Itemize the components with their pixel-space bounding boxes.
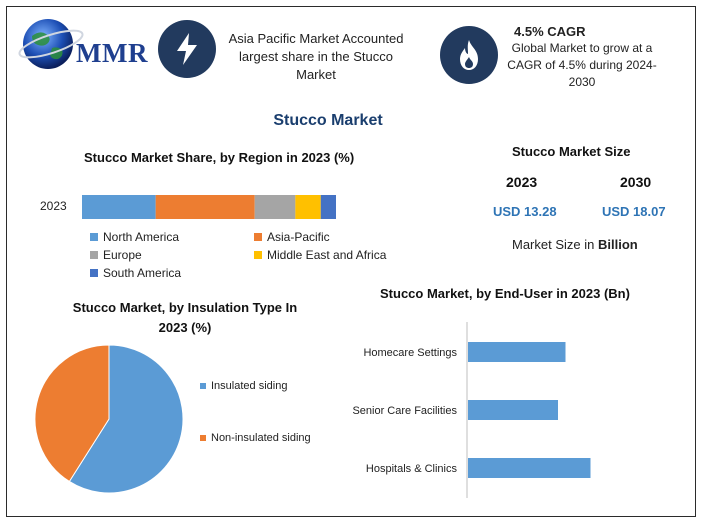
legend-label: Insulated siding <box>211 380 288 392</box>
enduser-chart-title: Stucco Market, by End-User in 2023 (Bn) <box>380 286 630 301</box>
market-size-value-2: USD 18.07 <box>602 204 666 219</box>
legend-label: Asia-Pacific <box>267 230 330 244</box>
legend-mea: Middle East and Africa <box>254 248 386 262</box>
insulation-pie <box>34 344 184 494</box>
infographic-frame <box>6 6 696 517</box>
swatch-insulated <box>200 383 206 389</box>
legend-europe: Europe <box>90 248 142 262</box>
legend-label: Middle East and Africa <box>267 248 387 262</box>
swatch-north-america <box>90 233 98 241</box>
cagr-title: 4.5% CAGR <box>514 24 586 39</box>
enduser-category-label-1: Senior Care Facilities <box>352 405 457 417</box>
region-bar-segment-2 <box>254 195 296 219</box>
pie-slice-0 <box>68 344 184 494</box>
swatch-non-insulated <box>200 435 206 441</box>
market-size-value-1: USD 13.28 <box>493 204 557 219</box>
flame-badge <box>440 26 498 84</box>
legend-label: Europe <box>103 248 142 262</box>
cagr-description: Global Market to grow at a CAGR of 4.5% … <box>507 41 657 89</box>
legend-label: South America <box>103 266 182 280</box>
page-title: Stucco Market <box>273 112 383 129</box>
region-category-label: 2023 <box>40 199 67 213</box>
enduser-category-label-2: Hospitals & Clinics <box>366 463 458 475</box>
unit-prefix: Market Size in <box>512 237 595 252</box>
swatch-mea <box>254 251 262 259</box>
region-highlight-text: Asia Pacific Market Accounted largest sh… <box>228 31 404 82</box>
swatch-europe <box>90 251 98 259</box>
region-bar-segment-0 <box>82 195 156 219</box>
legend-south-america: South America <box>90 266 181 280</box>
legend-asia-pacific: Asia-Pacific <box>254 230 330 244</box>
lightning-badge <box>158 20 216 78</box>
swatch-south-america <box>90 269 98 277</box>
enduser-category-label-0: Homecare Settings <box>363 347 457 359</box>
enduser-bar-chart: Homecare Settings Senior Care Facilities H… <box>340 320 680 500</box>
legend-label: Non-insulated siding <box>211 432 311 444</box>
region-chart-title: Stucco Market Share, by Region in 2023 (… <box>84 150 355 165</box>
enduser-bar-0 <box>468 342 566 362</box>
region-bar-segment-3 <box>295 195 321 219</box>
region-bar-segment-4 <box>320 195 336 219</box>
lightning-icon <box>177 33 197 65</box>
insulation-chart-title: Stucco Market, by Insulation Type In 202… <box>72 300 298 335</box>
legend-non-insulated: Non-insulated siding <box>200 432 311 444</box>
legend-label: North America <box>103 230 180 244</box>
brand-logo: MMR <box>18 14 148 74</box>
pie-slice-1 <box>34 344 110 483</box>
enduser-bar-2 <box>468 458 591 478</box>
flame-icon <box>460 40 478 70</box>
market-size-unit: Market Size in Billion <box>512 237 638 252</box>
legend-north-america: North America <box>90 230 179 244</box>
swatch-asia-pacific <box>254 233 262 241</box>
market-size-title: Stucco Market Size <box>512 144 631 159</box>
region-bar-segment-1 <box>155 195 255 219</box>
market-size-year-1: 2023 <box>506 174 538 190</box>
brand-name: MMR <box>76 38 148 68</box>
legend-insulated: Insulated siding <box>200 380 287 392</box>
region-stacked-bar <box>82 195 336 219</box>
unit-bold: Billion <box>598 237 638 252</box>
globe-icon <box>18 19 84 69</box>
enduser-bar-1 <box>468 400 558 420</box>
region-legend: North America Asia-Pacific Europe Middle… <box>90 230 410 284</box>
market-size-year-2: 2030 <box>620 174 652 190</box>
